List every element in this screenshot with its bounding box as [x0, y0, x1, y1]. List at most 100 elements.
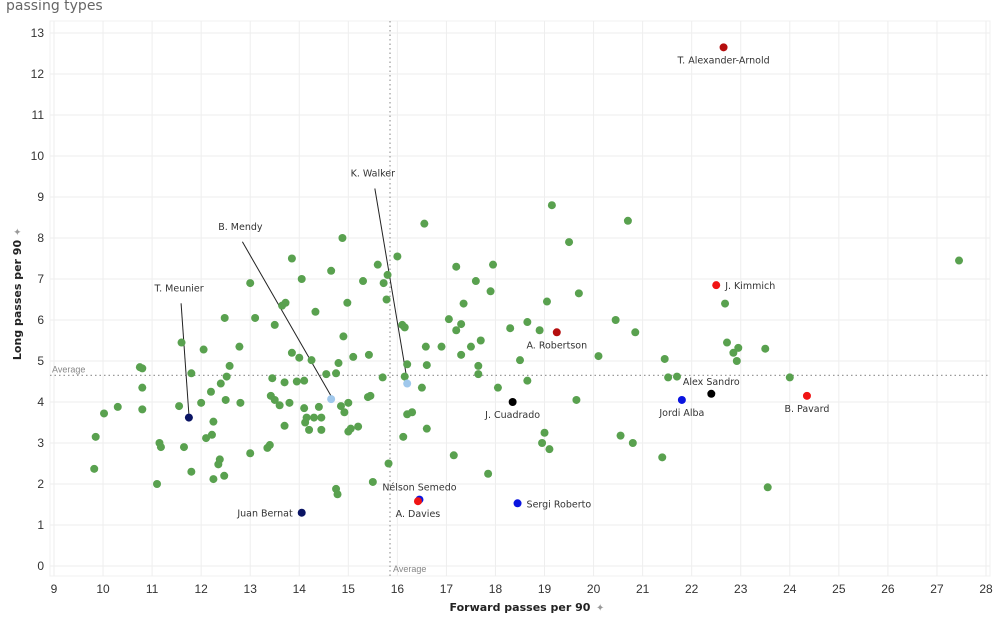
y-tick-label: 6: [37, 313, 44, 327]
data-point: [206, 387, 215, 396]
data-point: [476, 336, 485, 345]
data-point: [408, 408, 417, 417]
data-point: [281, 298, 290, 307]
highlighted-point: [297, 508, 306, 517]
highlighted-point: [712, 281, 721, 290]
data-point: [220, 471, 229, 480]
data-point: [91, 432, 100, 441]
data-point: [222, 372, 231, 381]
data-point: [459, 299, 468, 308]
data-point: [466, 342, 475, 351]
point-label: Juan Bernat: [236, 509, 293, 520]
y-axis-pin-icon[interactable]: ✦: [13, 228, 24, 236]
y-tick-label: 12: [31, 67, 45, 81]
highlighted-point: [707, 389, 716, 398]
data-point: [336, 402, 345, 411]
data-point: [452, 326, 461, 335]
data-point: [113, 402, 122, 411]
data-point: [382, 295, 391, 304]
x-tick-label: 20: [587, 582, 601, 596]
highlighted-point: [403, 379, 412, 388]
data-point: [628, 439, 637, 447]
data-point: [574, 289, 583, 298]
data-point: [340, 408, 349, 417]
data-point: [631, 328, 640, 337]
x-axis-pin-icon[interactable]: ✦: [596, 603, 604, 614]
data-point: [540, 428, 549, 437]
data-point: [373, 260, 382, 269]
callout-line: [241, 241, 332, 397]
data-point: [457, 320, 466, 329]
point-label: Alex Sandro: [683, 377, 740, 388]
data-point: [187, 467, 196, 476]
highlighted-point: [327, 395, 336, 404]
data-point: [317, 425, 326, 434]
data-point: [421, 342, 430, 351]
data-point: [339, 332, 348, 341]
callout-lines: [180, 188, 408, 415]
x-axis-label: Forward passes per 90: [450, 601, 591, 614]
point-label: A. Davies: [396, 509, 441, 520]
data-point: [138, 405, 147, 414]
data-point: [672, 372, 681, 381]
data-point: [187, 369, 196, 378]
data-point: [344, 398, 353, 407]
data-point: [761, 344, 770, 353]
y-tick-label: 0: [37, 559, 44, 573]
x-tick-label: 9: [51, 582, 58, 596]
y-tick-label: 13: [31, 26, 45, 40]
y-tick-label: 2: [37, 477, 44, 491]
highlighted-point: [184, 413, 193, 422]
point-label: T. Alexander-Arnold: [676, 55, 769, 66]
data-point: [179, 443, 188, 452]
data-point: [311, 307, 320, 316]
callout-line: [180, 303, 190, 415]
x-tick-label: 26: [881, 582, 895, 596]
data-point: [338, 234, 347, 242]
data-point: [175, 402, 184, 411]
data-point: [225, 361, 234, 370]
point-label: Jordi Alba: [658, 408, 704, 419]
data-point: [295, 353, 304, 362]
data-point: [317, 413, 326, 422]
data-point: [275, 401, 284, 410]
data-point: [100, 409, 109, 418]
data-point: [209, 417, 218, 426]
highlighted-point: [802, 391, 811, 400]
y-tick-label: 1: [37, 518, 44, 532]
x-tick-label: 13: [244, 582, 258, 596]
point-label: Nélson Semedo: [382, 483, 456, 494]
x-average-label: Average: [393, 564, 426, 574]
data-point: [346, 424, 355, 433]
data-point: [474, 370, 483, 379]
data-point: [417, 383, 426, 392]
point-label: J. Kimmich: [724, 281, 775, 292]
data-point: [422, 361, 431, 370]
data-point: [265, 441, 274, 450]
data-point: [333, 490, 342, 499]
gridlines: [49, 20, 991, 577]
x-tick-label: 16: [391, 582, 405, 596]
data-points: [90, 201, 964, 499]
data-point: [366, 391, 375, 400]
data-point: [572, 395, 581, 404]
data-point: [209, 475, 218, 484]
data-point: [280, 421, 289, 430]
data-point: [723, 338, 732, 347]
point-label: B. Pavard: [785, 404, 830, 415]
data-point: [359, 277, 368, 286]
data-point: [268, 374, 277, 383]
data-point: [285, 398, 294, 407]
data-point: [314, 402, 323, 411]
data-point: [393, 252, 402, 261]
x-tick-label: 19: [538, 582, 552, 596]
data-point: [270, 395, 279, 404]
data-point: [611, 316, 620, 324]
point-label: B. Mendy: [218, 222, 263, 233]
data-point: [300, 376, 309, 385]
data-point: [616, 431, 625, 440]
data-point: [474, 361, 483, 370]
y-tick-label: 9: [37, 190, 44, 204]
data-point: [594, 352, 603, 361]
